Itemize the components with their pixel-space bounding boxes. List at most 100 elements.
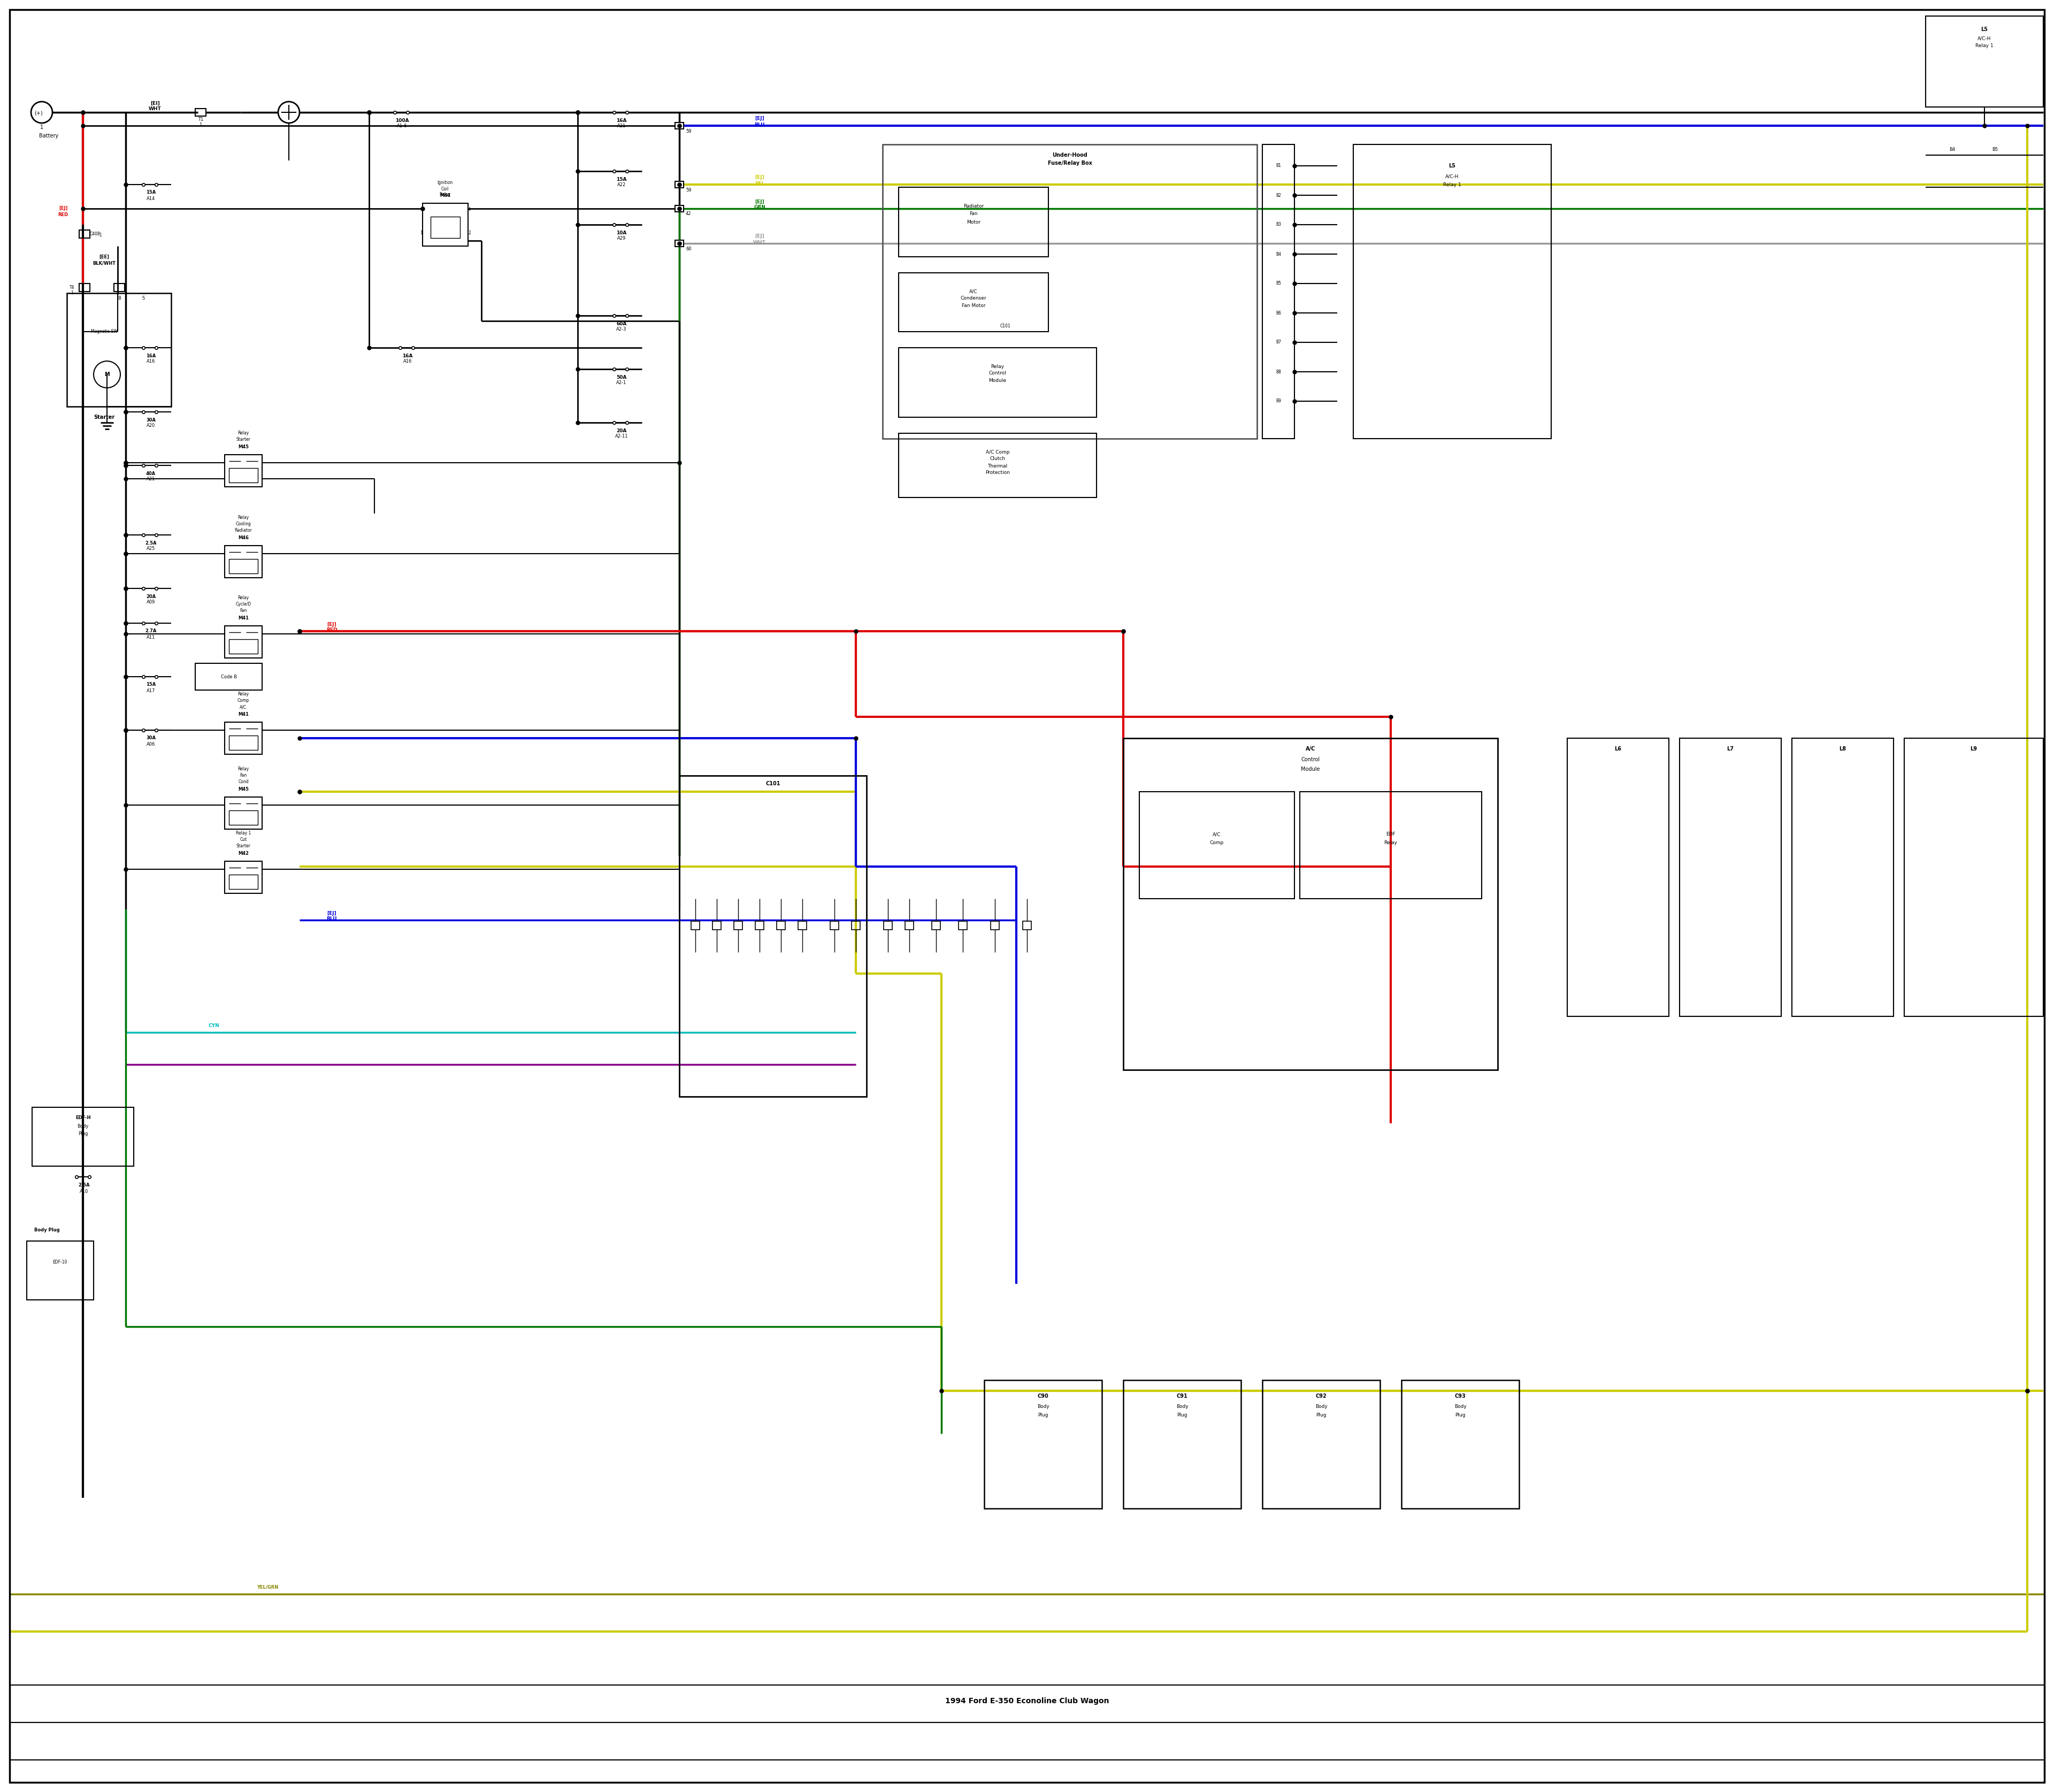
- Text: RED: RED: [327, 627, 337, 633]
- Text: A/C Comp: A/C Comp: [986, 450, 1009, 455]
- Text: M44: M44: [440, 194, 450, 197]
- Text: 1: 1: [419, 231, 423, 235]
- Text: A2-11: A2-11: [614, 434, 629, 439]
- Text: 10A: 10A: [616, 231, 626, 235]
- Text: A25: A25: [146, 547, 156, 552]
- Text: 20A: 20A: [146, 593, 156, 599]
- Text: 4: 4: [468, 208, 470, 211]
- Text: Clutch: Clutch: [990, 457, 1004, 461]
- Text: [EJ]: [EJ]: [60, 206, 68, 211]
- Text: A2-1: A2-1: [616, 380, 626, 385]
- Text: (+): (+): [35, 111, 43, 116]
- Text: Body: Body: [1454, 1405, 1467, 1409]
- Text: GRN: GRN: [754, 204, 766, 210]
- Text: Plug: Plug: [1177, 1412, 1187, 1417]
- Text: Comp: Comp: [238, 699, 249, 702]
- Text: Cond: Cond: [238, 780, 249, 785]
- Text: M42: M42: [238, 851, 249, 857]
- Text: Coil: Coil: [442, 186, 450, 192]
- Text: 15A: 15A: [146, 683, 156, 686]
- Text: EDF-10: EDF-10: [53, 1260, 68, 1265]
- Text: B7: B7: [1276, 340, 1282, 344]
- Text: Relay: Relay: [238, 430, 249, 435]
- Text: WHT: WHT: [754, 240, 766, 246]
- Text: Body: Body: [1177, 1405, 1187, 1409]
- Text: T4: T4: [70, 285, 74, 290]
- Text: M: M: [105, 371, 109, 376]
- Text: Radiator: Radiator: [963, 204, 984, 208]
- Text: A06: A06: [146, 742, 156, 747]
- Text: A/C-H: A/C-H: [1446, 174, 1458, 179]
- Text: 2.5A: 2.5A: [78, 1183, 90, 1188]
- Text: T1: T1: [197, 118, 203, 122]
- Text: RED: RED: [58, 213, 68, 217]
- Polygon shape: [676, 206, 684, 211]
- Text: 1: 1: [72, 290, 74, 296]
- Text: Body: Body: [1315, 1405, 1327, 1409]
- Text: 2.7A: 2.7A: [146, 629, 156, 634]
- Text: 2: 2: [468, 231, 470, 235]
- Text: Relay: Relay: [990, 364, 1004, 369]
- Text: Comp: Comp: [1210, 840, 1224, 844]
- Text: A/C: A/C: [240, 704, 246, 710]
- Text: A16: A16: [146, 358, 156, 364]
- Text: Relay 1: Relay 1: [236, 831, 251, 835]
- Text: 40A: 40A: [146, 471, 156, 477]
- Text: Cycle/D: Cycle/D: [236, 602, 251, 607]
- Text: YEL: YEL: [754, 181, 764, 186]
- Text: Under-Hood: Under-Hood: [1052, 152, 1087, 158]
- Text: Body Plug: Body Plug: [35, 1228, 60, 1233]
- Text: [EE]: [EE]: [99, 254, 109, 260]
- Text: Starter: Starter: [94, 414, 115, 419]
- Text: A1-6: A1-6: [396, 124, 407, 129]
- Text: L6: L6: [1614, 745, 1621, 751]
- Text: B4: B4: [1276, 251, 1282, 256]
- Polygon shape: [676, 181, 684, 188]
- Text: A10: A10: [80, 1190, 88, 1193]
- Text: M45: M45: [238, 787, 249, 792]
- Text: Module: Module: [1300, 767, 1321, 772]
- Text: BLU: BLU: [327, 916, 337, 921]
- Text: Fan: Fan: [240, 772, 246, 778]
- Text: Cooling: Cooling: [236, 521, 251, 527]
- Text: CYN: CYN: [207, 1023, 220, 1029]
- Text: A11: A11: [146, 634, 156, 640]
- Polygon shape: [676, 240, 684, 247]
- Text: 42: 42: [686, 211, 692, 217]
- Text: B4: B4: [1949, 147, 1955, 152]
- Text: Starter: Starter: [236, 844, 251, 849]
- Text: [EJ]: [EJ]: [754, 199, 764, 204]
- Text: C101: C101: [766, 781, 781, 787]
- Text: A17: A17: [146, 688, 156, 694]
- Text: Condenser: Condenser: [961, 296, 986, 301]
- Text: BLU: BLU: [754, 122, 764, 127]
- Text: Fan: Fan: [240, 609, 246, 613]
- Text: Body: Body: [1037, 1405, 1050, 1409]
- Text: Module: Module: [988, 378, 1006, 383]
- Text: 50A: 50A: [616, 375, 626, 380]
- Text: Fan: Fan: [969, 211, 978, 217]
- Text: A21: A21: [146, 477, 156, 482]
- Text: 1: 1: [123, 285, 125, 290]
- Text: A20: A20: [146, 423, 156, 428]
- Text: 30A: 30A: [146, 418, 156, 423]
- Text: B1: B1: [1276, 163, 1282, 168]
- Text: 100A: 100A: [396, 118, 409, 124]
- Text: M46: M46: [238, 536, 249, 541]
- Text: A/C: A/C: [1212, 831, 1220, 837]
- Text: M45: M45: [238, 444, 249, 450]
- Text: C91: C91: [1177, 1394, 1187, 1400]
- Text: A09: A09: [146, 600, 156, 604]
- Text: B5: B5: [1276, 281, 1282, 287]
- Text: [EI]: [EI]: [150, 100, 160, 106]
- Text: 1: 1: [41, 125, 43, 131]
- Text: C93: C93: [1454, 1394, 1467, 1400]
- Text: Radiator: Radiator: [234, 529, 253, 532]
- Text: B: B: [117, 296, 121, 301]
- Text: Code B: Code B: [222, 674, 236, 679]
- Text: C101: C101: [1000, 324, 1011, 328]
- Text: 2.5A: 2.5A: [146, 541, 156, 545]
- Text: A/C: A/C: [1306, 745, 1315, 751]
- Text: Ignition: Ignition: [438, 181, 452, 185]
- Text: C92: C92: [1317, 1394, 1327, 1400]
